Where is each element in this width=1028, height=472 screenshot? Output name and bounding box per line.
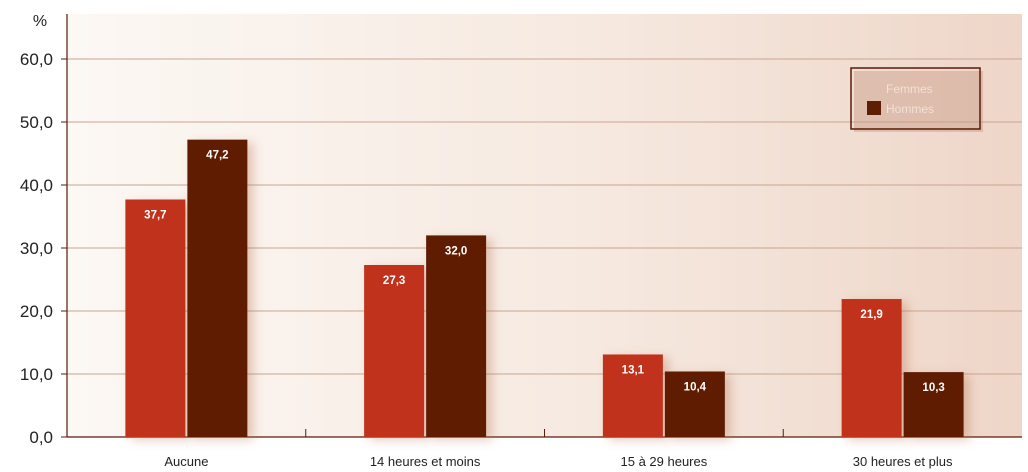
data-label: 10,3 <box>922 382 944 394</box>
y-axis-label: % <box>33 13 47 30</box>
bar-femmes <box>841 299 902 437</box>
bar-femmes <box>602 354 663 437</box>
y-tick-label: 40,0 <box>20 176 53 195</box>
data-label: 27,3 <box>383 275 405 287</box>
bar-hommes <box>664 371 725 437</box>
data-label: 37,7 <box>144 209 166 221</box>
x-tick-label: 30 heures et plus <box>853 454 953 469</box>
legend: Femmes Hommes <box>850 67 983 132</box>
x-tick-label: 15 à 29 heures <box>621 454 708 469</box>
data-label: 13,1 <box>622 364 645 376</box>
data-label: 21,9 <box>860 309 882 321</box>
y-tick-label: 60,0 <box>20 50 53 69</box>
y-tick-label: 20,0 <box>20 302 53 321</box>
y-tick-label: 50,0 <box>20 113 53 132</box>
bar-femmes <box>364 265 425 437</box>
legend-label: Femmes <box>886 82 933 96</box>
x-tick-label: 14 heures et moins <box>370 454 481 469</box>
legend-label: Hommes <box>886 102 934 116</box>
data-label: 47,2 <box>206 150 228 162</box>
legend-box <box>850 67 981 130</box>
legend-swatch <box>867 101 881 115</box>
data-label: 32,0 <box>445 245 467 257</box>
bar-hommes <box>903 372 964 437</box>
data-label: 10,4 <box>684 381 707 393</box>
y-tick-label: 30,0 <box>20 239 53 258</box>
bar-femmes <box>125 199 186 437</box>
y-tick-label: 10,0 <box>20 365 53 384</box>
y-tick-label: 0,0 <box>29 428 53 447</box>
bar-hommes <box>187 139 248 437</box>
x-tick-label: Aucune <box>164 454 208 469</box>
bar-hommes <box>426 235 487 437</box>
